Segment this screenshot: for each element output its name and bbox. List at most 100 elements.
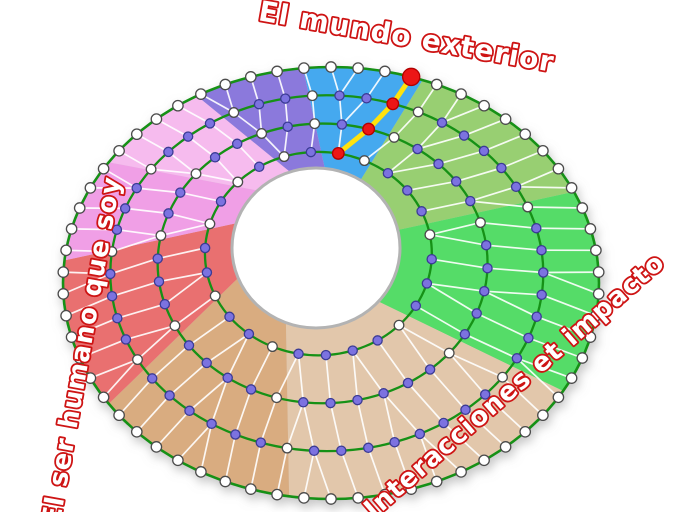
mesh-node[interactable] [459,328,471,340]
outer-node[interactable] [379,65,391,78]
mesh-node[interactable] [402,185,413,196]
mesh-node[interactable] [531,222,542,234]
outer-node[interactable] [84,372,97,384]
mesh-node[interactable] [201,267,213,278]
outer-node[interactable] [565,372,578,384]
mesh-node[interactable] [450,176,462,187]
boundary-node[interactable] [358,155,370,167]
mesh-node[interactable] [511,353,523,364]
mesh-node[interactable] [224,311,235,323]
mesh-node[interactable] [402,377,414,389]
boundary-node[interactable] [424,229,436,241]
outer-node[interactable] [150,113,163,125]
mesh-node[interactable] [255,437,267,448]
mesh-node[interactable] [410,300,422,312]
outer-node[interactable] [195,88,207,100]
outer-node[interactable] [430,475,443,488]
outer-node[interactable] [73,352,86,364]
mesh-node[interactable] [436,117,448,128]
mesh-node[interactable] [382,167,394,179]
mesh-node[interactable] [201,357,212,369]
mesh-node[interactable] [231,138,243,150]
outer-node[interactable] [271,488,283,501]
boundary-node[interactable] [132,354,143,366]
mesh-node[interactable] [243,328,255,340]
outer-node[interactable] [405,483,418,495]
outer-node[interactable] [352,62,364,74]
boundary-node[interactable] [522,201,534,213]
boundary-node[interactable] [232,176,244,188]
sector-red[interactable] [63,223,239,404]
outer-node[interactable] [244,71,257,83]
outer-node[interactable] [352,492,364,504]
mesh-node[interactable] [479,285,490,297]
outer-node[interactable] [584,223,597,235]
boundary-node[interactable] [443,347,455,359]
boundary-node[interactable] [497,371,508,383]
mesh-node[interactable] [336,445,347,456]
mesh-node[interactable] [424,364,436,375]
mesh-node[interactable] [253,161,265,173]
outer-node[interactable] [537,409,549,422]
outer-node[interactable] [430,78,443,91]
outer-node[interactable] [552,162,565,175]
highlight-path[interactable] [335,74,414,156]
boundary-node[interactable] [393,319,405,331]
boundary-node[interactable] [204,218,216,230]
outer-node[interactable] [576,352,589,364]
mesh-node[interactable] [215,196,227,207]
outer-node[interactable] [478,99,490,112]
mesh-node[interactable] [182,131,194,142]
mesh-node[interactable] [163,208,174,219]
mesh-node[interactable] [305,146,317,158]
boundary-node[interactable] [309,118,321,130]
mesh-node[interactable] [465,195,476,207]
boundary-node[interactable] [412,106,424,118]
outer-node[interactable] [219,475,232,488]
outer-node[interactable] [592,266,605,278]
outer-node[interactable] [379,488,391,501]
mesh-node[interactable] [152,253,163,264]
boundary-node[interactable] [388,131,400,143]
mesh-node[interactable] [482,262,493,274]
boundary-node[interactable] [474,217,486,229]
mesh-node[interactable] [204,118,216,129]
boundary-node[interactable] [155,230,167,242]
mesh-node[interactable] [426,253,437,265]
mesh-node[interactable] [412,143,423,155]
mesh-node[interactable] [163,146,174,158]
outer-node[interactable] [499,441,512,453]
mesh-node[interactable] [389,436,400,448]
mesh-node[interactable] [222,372,233,384]
mesh-node[interactable] [414,428,426,440]
outer-node[interactable] [478,454,490,467]
mesh-node[interactable] [308,445,320,457]
mesh-node[interactable] [112,312,123,324]
mesh-node[interactable] [184,405,195,417]
boundary-node[interactable] [281,442,293,454]
boundary-node[interactable] [169,320,181,332]
mesh-node[interactable] [230,429,241,440]
mesh-node[interactable] [336,119,348,130]
mesh-node[interactable] [536,289,547,301]
boundary-node[interactable] [209,290,221,302]
mesh-node[interactable] [538,267,549,278]
mesh-node[interactable] [334,90,345,101]
outer-node[interactable] [219,78,232,91]
outer-node[interactable] [455,88,467,100]
outer-node[interactable] [150,441,163,453]
mesh-node[interactable] [199,242,211,254]
mesh-node[interactable] [352,394,363,406]
outer-node[interactable] [97,162,110,175]
outer-node[interactable] [113,409,125,422]
mesh-node[interactable] [164,390,175,401]
mesh-node[interactable] [146,373,158,384]
mesh-node[interactable] [479,389,491,400]
outer-node[interactable] [113,144,125,157]
mesh-node[interactable] [159,298,171,310]
outer-node[interactable] [298,492,310,504]
mesh-node[interactable] [298,397,309,408]
mesh-node[interactable] [320,349,332,361]
boundary-node[interactable] [256,128,268,139]
outer-node[interactable] [195,466,207,478]
